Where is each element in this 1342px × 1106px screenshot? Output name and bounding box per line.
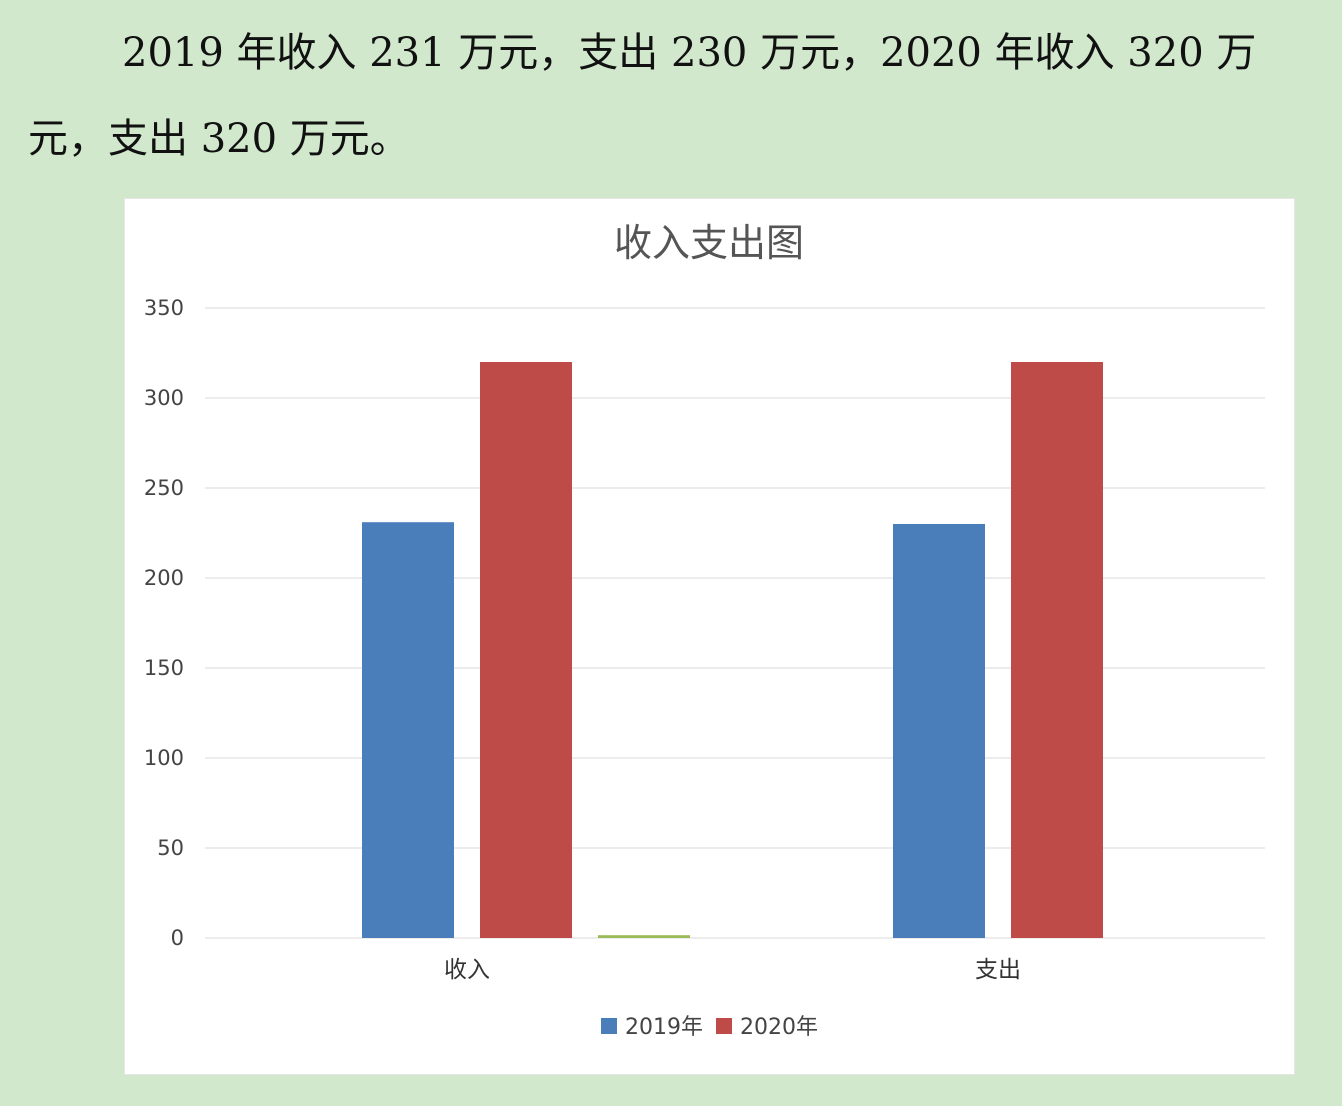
y-tick-label: 350 xyxy=(144,296,184,320)
x-category-label: 收入 xyxy=(444,957,490,983)
y-tick-label: 200 xyxy=(144,566,184,590)
y-tick-label: 50 xyxy=(157,836,184,860)
y-axis-ticks: 0 50 100 150 200 250 300 350 xyxy=(144,296,184,950)
bar-extra-收入 xyxy=(598,935,690,938)
intro-paragraph: 2019 年收入 231 万元，支出 230 万元，2020 年收入 320 万… xyxy=(28,30,1257,162)
y-tick-label: 150 xyxy=(144,656,184,680)
legend-swatch xyxy=(716,1018,732,1034)
y-tick-label: 0 xyxy=(171,926,184,950)
y-tick-label: 100 xyxy=(144,746,184,770)
y-tick-label: 250 xyxy=(144,476,184,500)
chart-title: 收入支出图 xyxy=(614,221,804,265)
x-axis-categories: 收入 支出 xyxy=(444,957,1021,983)
bar-2019年-收入 xyxy=(362,522,454,938)
legend-label: 2019年 xyxy=(625,1015,703,1040)
bar-2020年-支出 xyxy=(1011,362,1103,938)
chart-card: 收入支出图 0 50 100 150 200 250 300 350 收入 支出 2019年 20… xyxy=(124,198,1295,1075)
y-tick-label: 300 xyxy=(144,386,184,410)
legend: 2019年 2020年 xyxy=(601,1015,818,1040)
bars xyxy=(362,362,1103,938)
legend-label: 2020年 xyxy=(740,1015,818,1040)
x-category-label: 支出 xyxy=(975,957,1021,983)
bar-2019年-支出 xyxy=(893,524,985,938)
bar-2020年-收入 xyxy=(480,362,572,938)
legend-swatch xyxy=(601,1018,617,1034)
